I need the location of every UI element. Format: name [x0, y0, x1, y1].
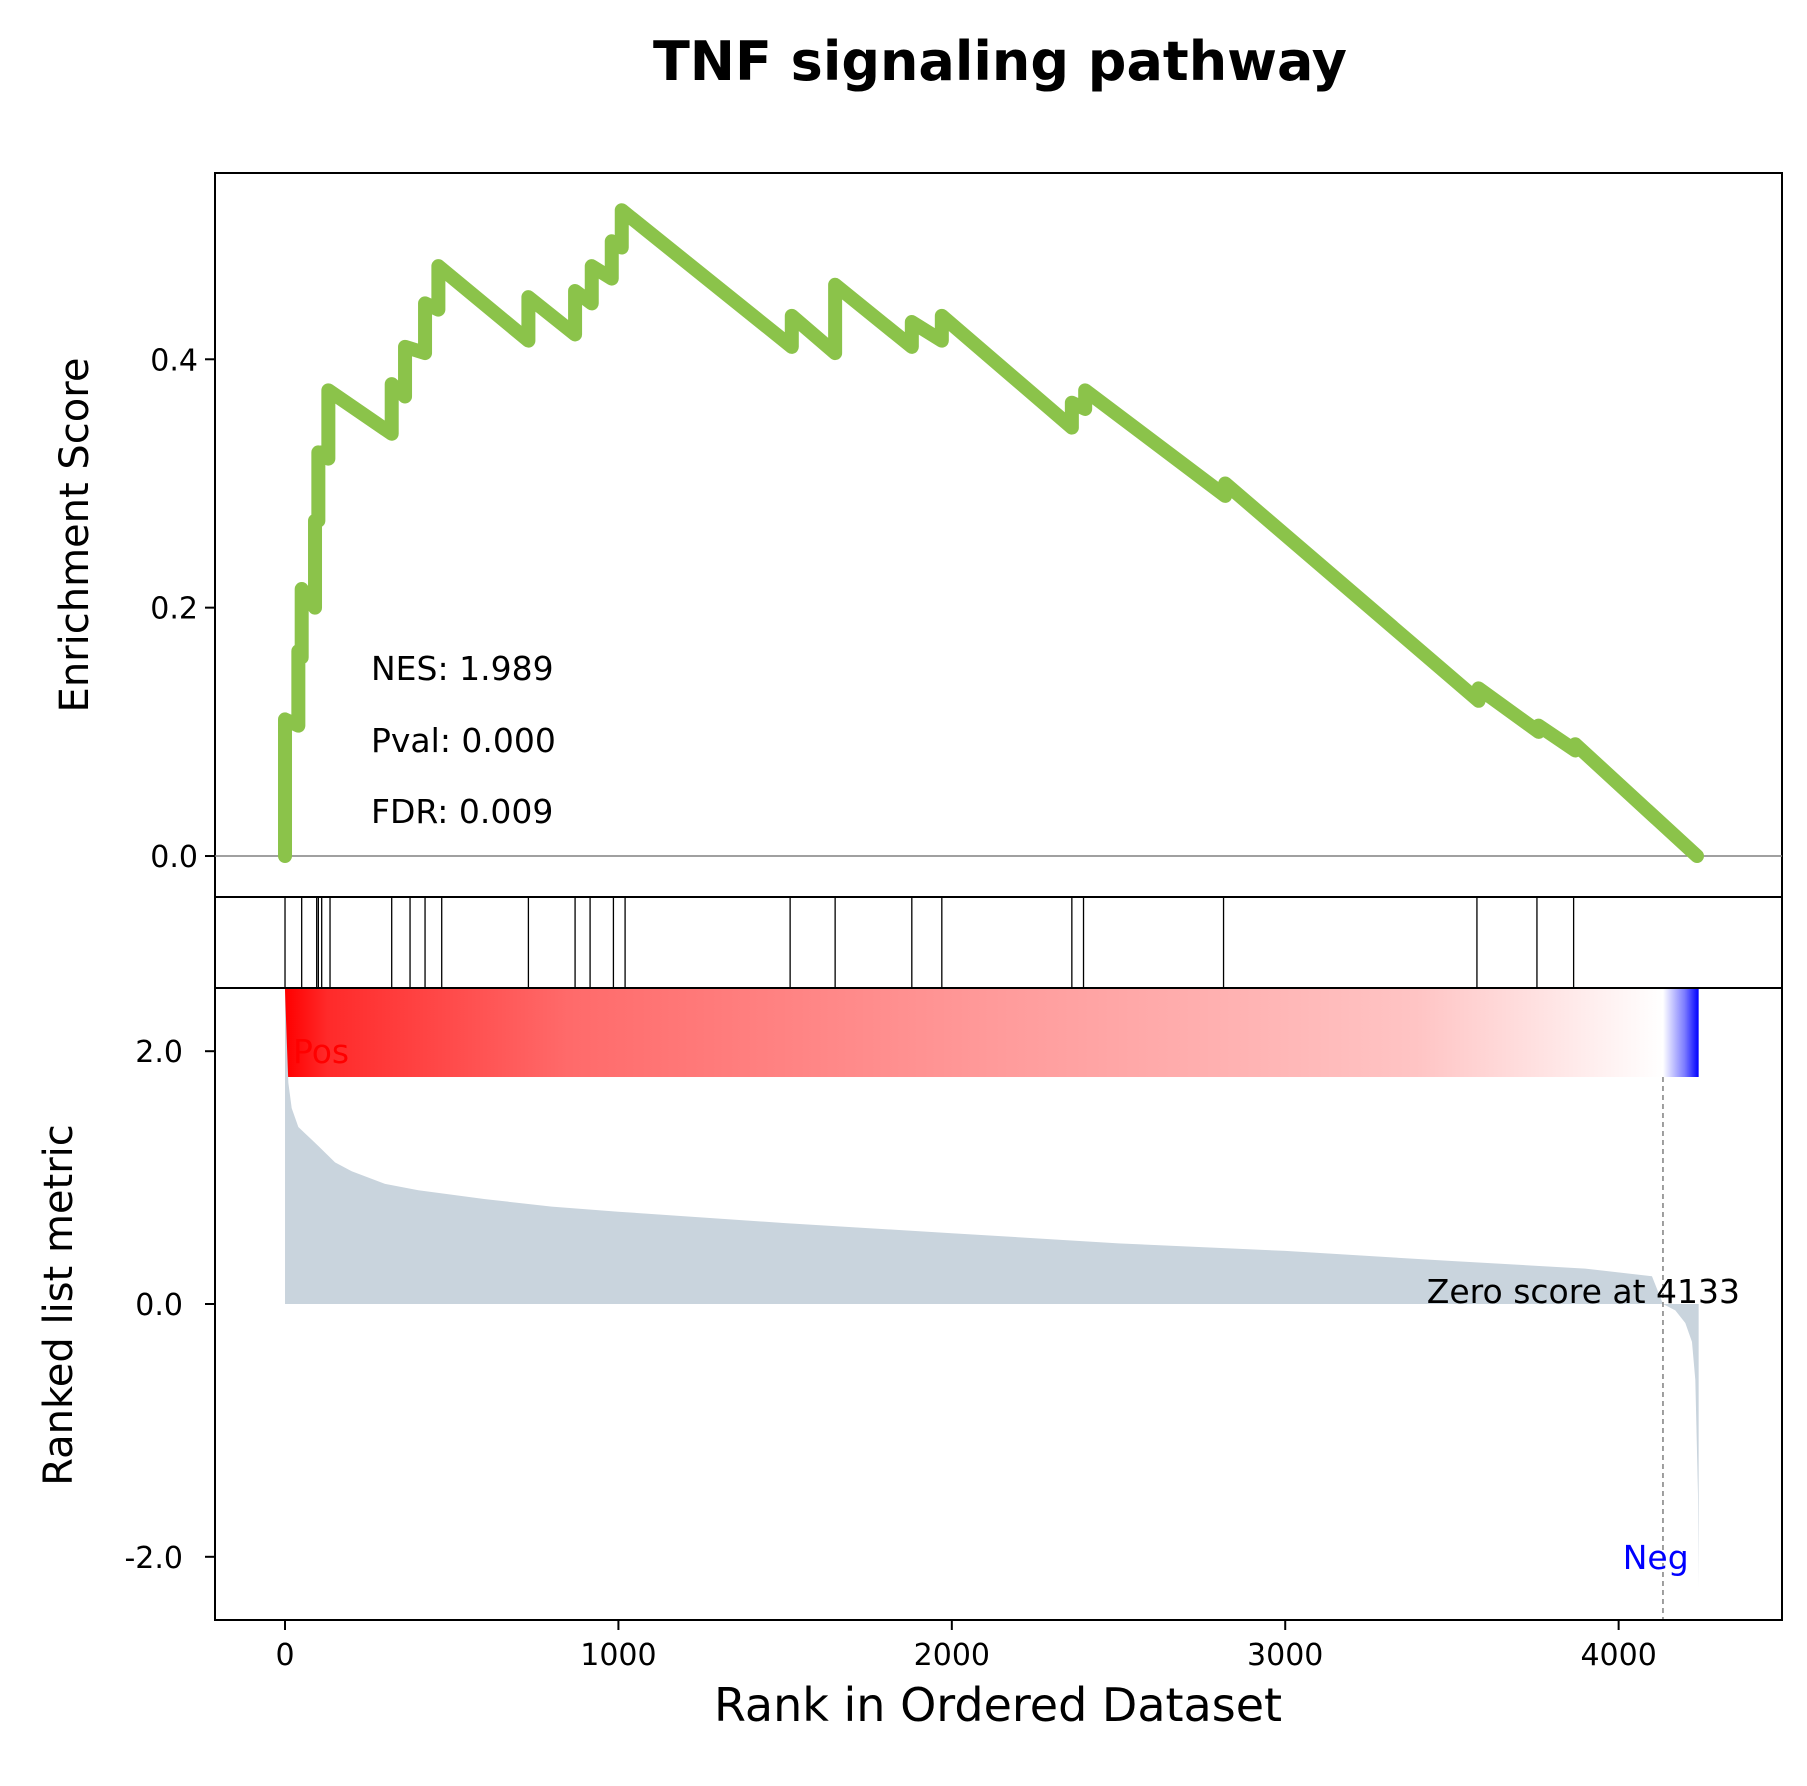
metric-panel-frame: [214, 987, 1783, 1621]
chart-title: TNF signaling pathway: [653, 30, 1347, 93]
enrichment-y-tick-label: 0.2: [150, 592, 198, 627]
enrichment-y-tick-label: 0.4: [150, 343, 198, 378]
metric-y-tick-label: -2.0: [124, 1541, 183, 1576]
enrichment-score-panel: 0.0 0.2 0.4 NES: 1.989 Pval: 0.000 FDR: 0.…: [52, 172, 1783, 898]
enrichment-y-tick-label: 0.0: [150, 840, 198, 875]
gene-hit-lines: [284, 897, 1575, 988]
hits-panel: [214, 896, 1783, 989]
x-tick-label: 3000: [1247, 1638, 1323, 1673]
x-tick-label: 1000: [580, 1638, 656, 1673]
enrichment-y-axis-label: Enrichment Score: [52, 358, 98, 713]
x-axis-label: Rank in Ordered Dataset: [714, 1678, 1282, 1732]
metric-y-ticks: -2.0 0.0 2.0: [124, 1035, 215, 1576]
ranked-metric-area: [285, 990, 1699, 1589]
x-axis-ticks: 0 1000 2000 3000 4000: [275, 1620, 1657, 1673]
ranked-metric-panel: Zero score at 4133 Pos Neg -2.0 0.0 2.0 0 1…: [36, 987, 1783, 1732]
metric-y-tick-label: 2.0: [135, 1035, 183, 1070]
x-tick-label: 4000: [1580, 1638, 1656, 1673]
rank-color-bar: [285, 989, 1699, 1077]
enrichment-y-ticks: 0.0 0.2 0.4: [150, 343, 215, 875]
metric-y-axis-label: Ranked list metric: [36, 1124, 82, 1486]
neg-label: Neg: [1623, 1538, 1689, 1577]
enrichment-score-line: [278, 203, 1704, 864]
x-tick-label: 2000: [914, 1638, 990, 1673]
metric-y-tick-label: 0.0: [135, 1288, 183, 1323]
hits-panel-frame: [214, 896, 1783, 989]
pval-label: Pval: 0.000: [371, 721, 556, 760]
nes-label: NES: 1.989: [371, 649, 554, 688]
x-tick-label: 0: [275, 1638, 294, 1673]
pos-label: Pos: [293, 1032, 349, 1071]
fdr-label: FDR: 0.009: [371, 792, 553, 831]
zero-score-label: Zero score at 4133: [1427, 1272, 1740, 1311]
